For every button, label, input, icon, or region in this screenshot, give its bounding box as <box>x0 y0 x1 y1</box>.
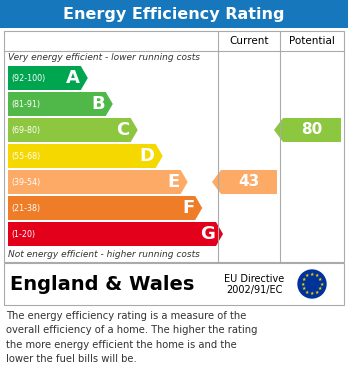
Text: ★: ★ <box>305 290 309 295</box>
Text: ★: ★ <box>310 272 314 277</box>
Text: England & Wales: England & Wales <box>10 274 195 294</box>
Text: EU Directive: EU Directive <box>224 274 284 284</box>
Text: Energy Efficiency Rating: Energy Efficiency Rating <box>63 7 285 22</box>
Text: (69-80): (69-80) <box>11 126 40 135</box>
Text: ★: ★ <box>319 282 324 287</box>
Text: 2002/91/EC: 2002/91/EC <box>226 285 282 295</box>
Text: Current: Current <box>229 36 269 46</box>
Text: A: A <box>66 69 80 87</box>
Bar <box>4 263 344 305</box>
Text: (92-100): (92-100) <box>11 74 45 83</box>
Text: ★: ★ <box>302 277 306 282</box>
Polygon shape <box>8 92 113 116</box>
Polygon shape <box>8 196 202 220</box>
Text: D: D <box>140 147 155 165</box>
Text: (39-54): (39-54) <box>11 178 40 187</box>
Text: ★: ★ <box>305 273 309 278</box>
Text: ★: ★ <box>315 290 319 295</box>
Text: E: E <box>167 173 180 191</box>
Text: Not energy efficient - higher running costs: Not energy efficient - higher running co… <box>8 250 200 259</box>
Text: G: G <box>200 225 215 243</box>
Text: ★: ★ <box>310 291 314 296</box>
Bar <box>4 31 344 262</box>
Polygon shape <box>274 118 341 142</box>
Circle shape <box>298 270 326 298</box>
Polygon shape <box>8 118 138 142</box>
Text: 80: 80 <box>301 122 323 138</box>
Text: B: B <box>91 95 105 113</box>
Text: ★: ★ <box>318 286 322 291</box>
Polygon shape <box>8 222 223 246</box>
Text: (55-68): (55-68) <box>11 151 40 160</box>
Text: C: C <box>117 121 130 139</box>
Text: The energy efficiency rating is a measure of the
overall efficiency of a home. T: The energy efficiency rating is a measur… <box>6 311 258 364</box>
Polygon shape <box>8 170 188 194</box>
Polygon shape <box>8 66 88 90</box>
Polygon shape <box>8 144 163 168</box>
Text: ★: ★ <box>318 277 322 282</box>
Text: 43: 43 <box>238 174 260 190</box>
Text: (21-38): (21-38) <box>11 203 40 212</box>
Text: ★: ★ <box>302 286 306 291</box>
Bar <box>0 0 348 28</box>
Text: Potential: Potential <box>289 36 335 46</box>
Text: ★: ★ <box>300 282 305 287</box>
Text: (81-91): (81-91) <box>11 99 40 108</box>
Text: ★: ★ <box>315 273 319 278</box>
Polygon shape <box>212 170 277 194</box>
Text: F: F <box>182 199 194 217</box>
Text: (1-20): (1-20) <box>11 230 35 239</box>
Text: Very energy efficient - lower running costs: Very energy efficient - lower running co… <box>8 53 200 62</box>
